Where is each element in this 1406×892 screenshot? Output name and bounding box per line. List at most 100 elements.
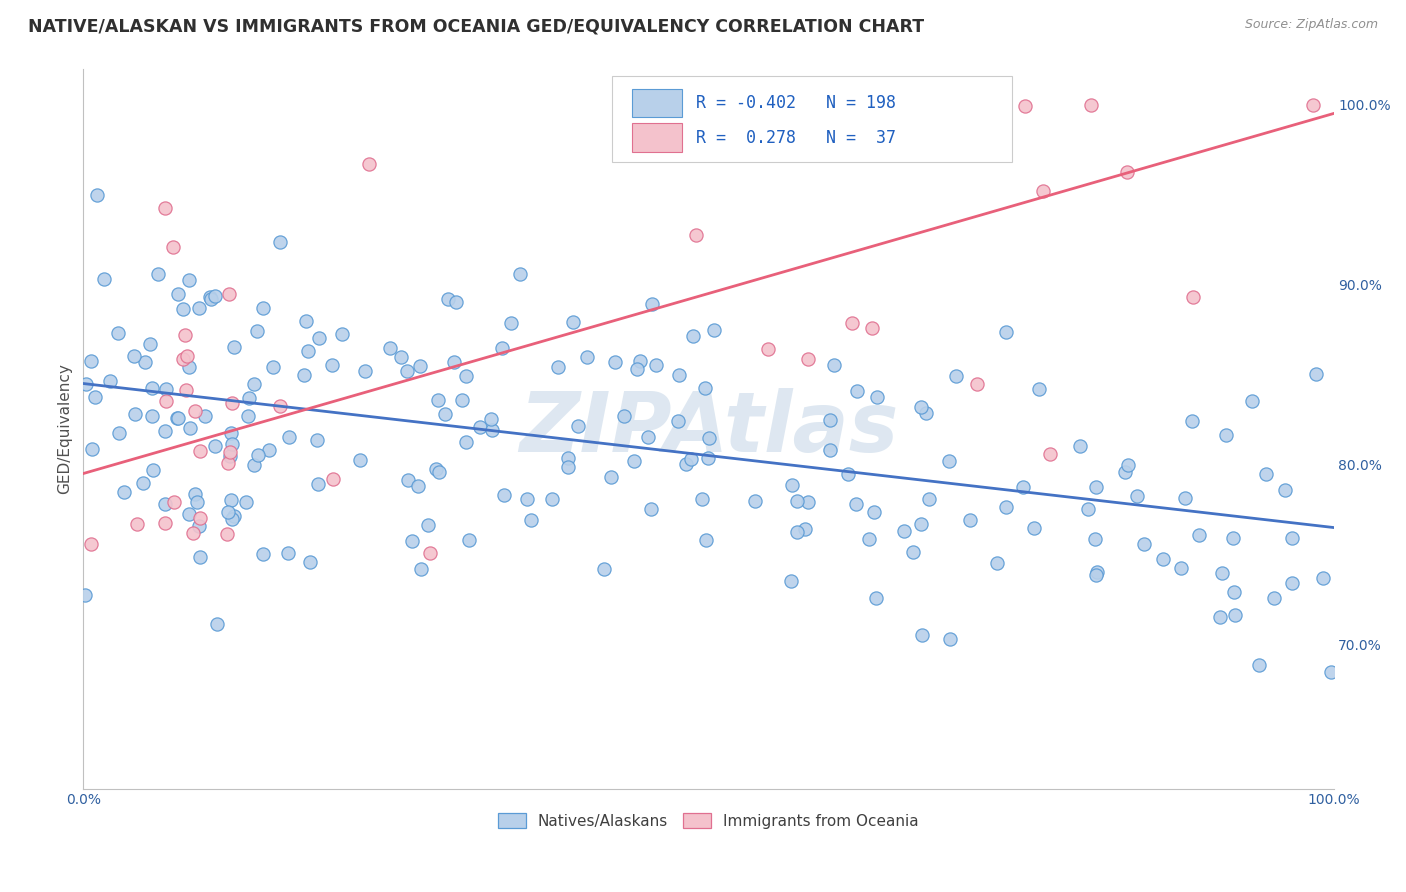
Point <box>1215 428 1237 442</box>
Point <box>1115 165 1137 179</box>
Point <box>155 516 177 530</box>
Point <box>188 549 211 564</box>
Point <box>298 555 321 569</box>
Point <box>858 532 880 546</box>
Point <box>305 433 328 447</box>
Point <box>623 454 645 468</box>
Point <box>205 617 228 632</box>
Point <box>1305 367 1327 381</box>
Point <box>124 349 146 363</box>
Point <box>865 591 887 606</box>
Point <box>468 419 491 434</box>
Point <box>567 419 589 434</box>
Point <box>155 382 177 396</box>
Point <box>236 409 259 424</box>
Point <box>172 351 194 366</box>
Point <box>541 491 564 506</box>
Point <box>221 396 243 410</box>
Point <box>939 632 962 647</box>
Point <box>797 494 820 508</box>
Point <box>1281 532 1303 546</box>
Text: Source: ZipAtlas.com: Source: ZipAtlas.com <box>1244 18 1378 31</box>
Point <box>112 484 135 499</box>
Point <box>675 458 697 472</box>
Point <box>166 411 188 425</box>
Point <box>1039 447 1062 461</box>
Point <box>519 514 541 528</box>
Point <box>863 505 886 519</box>
Point <box>1188 528 1211 542</box>
Point <box>451 393 474 408</box>
Point <box>219 445 242 459</box>
Point <box>1223 584 1246 599</box>
Y-axis label: GED/Equivalency: GED/Equivalency <box>58 363 72 494</box>
Point <box>860 320 883 334</box>
Point <box>131 475 153 490</box>
Point <box>818 413 841 427</box>
Point <box>1084 533 1107 547</box>
Point <box>1024 521 1046 535</box>
Point <box>492 488 515 502</box>
Point <box>499 316 522 330</box>
Point <box>295 313 318 327</box>
Point <box>1014 99 1036 113</box>
Point <box>986 556 1008 570</box>
Point <box>186 495 208 509</box>
Point <box>1114 465 1136 479</box>
Point <box>269 400 291 414</box>
Point <box>1281 575 1303 590</box>
Point <box>994 500 1017 514</box>
Point <box>959 513 981 527</box>
Point <box>198 290 221 304</box>
Point <box>910 400 932 414</box>
Point <box>142 462 165 476</box>
Point <box>823 358 845 372</box>
Point <box>1302 97 1324 112</box>
Point <box>1249 657 1271 672</box>
Point <box>547 359 569 374</box>
Point <box>153 424 176 438</box>
Point <box>222 340 245 354</box>
Point <box>86 187 108 202</box>
Point <box>380 341 402 355</box>
Point <box>786 525 808 540</box>
Point <box>277 430 299 444</box>
Point <box>910 628 932 642</box>
Point <box>509 267 531 281</box>
Point <box>162 494 184 508</box>
Point <box>139 336 162 351</box>
Point <box>353 363 375 377</box>
Point <box>1132 537 1154 551</box>
Point <box>238 391 260 405</box>
Point <box>184 486 207 500</box>
Point <box>73 588 96 602</box>
Point <box>756 342 779 356</box>
Point <box>910 517 932 532</box>
Point <box>174 328 197 343</box>
Point <box>1069 440 1091 454</box>
Legend: Natives/Alaskans, Immigrants from Oceania: Natives/Alaskans, Immigrants from Oceani… <box>492 806 925 835</box>
Point <box>243 458 266 472</box>
Point <box>177 273 200 287</box>
Point <box>396 364 419 378</box>
Point <box>605 355 627 369</box>
Point <box>194 409 217 424</box>
Point <box>443 355 465 369</box>
Point <box>626 361 648 376</box>
Point <box>786 494 808 508</box>
Point <box>995 326 1018 340</box>
Point <box>349 452 371 467</box>
Point <box>1080 97 1102 112</box>
Point <box>1174 491 1197 506</box>
Point <box>217 456 239 470</box>
Point <box>308 331 330 345</box>
Point <box>176 349 198 363</box>
Point <box>321 358 343 372</box>
Point <box>1274 483 1296 498</box>
Point <box>292 368 315 382</box>
Point <box>247 448 270 462</box>
Point <box>162 240 184 254</box>
Point <box>141 409 163 423</box>
Point <box>645 358 668 372</box>
Point <box>269 235 291 249</box>
